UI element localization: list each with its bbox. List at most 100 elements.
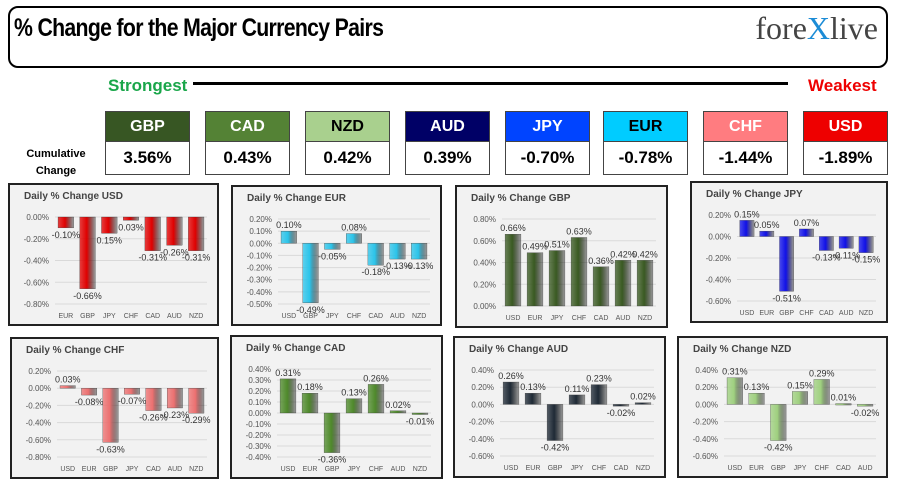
chart-title: Daily % Change CAD bbox=[246, 343, 346, 354]
bar-eur bbox=[81, 388, 98, 396]
data-label: 0.02% bbox=[385, 400, 411, 410]
data-label: -0.36% bbox=[318, 455, 347, 465]
currency-name: NZD bbox=[305, 111, 390, 142]
bar-cad bbox=[145, 388, 162, 411]
data-label: 0.26% bbox=[363, 373, 389, 383]
currency-box-aud: AUD 0.39% bbox=[405, 111, 490, 175]
y-tick-label: 0.00% bbox=[695, 400, 718, 409]
x-tick-label: JPY bbox=[126, 466, 139, 473]
data-label: -0.11% bbox=[832, 250, 860, 260]
y-tick-label: 0.00% bbox=[28, 384, 51, 393]
data-label: 0.01% bbox=[831, 393, 857, 403]
bar-gbp bbox=[302, 243, 319, 303]
chart-title: Daily % Change CHF bbox=[26, 345, 125, 356]
y-tick-label: -0.20% bbox=[26, 401, 51, 410]
header-box bbox=[8, 6, 888, 68]
bar-aud bbox=[857, 404, 874, 407]
currency-box-chf: CHF -1.44% bbox=[703, 111, 788, 175]
x-tick-label: NZD bbox=[859, 310, 873, 317]
x-tick-label: EUR bbox=[303, 466, 318, 473]
cumulative-change-label: Cumulative Change bbox=[26, 148, 86, 177]
y-tick-label: -0.10% bbox=[247, 251, 272, 260]
data-label: -0.07% bbox=[118, 396, 147, 406]
y-tick-label: 0.20% bbox=[249, 215, 272, 224]
x-tick-label: GBP bbox=[548, 465, 563, 472]
y-tick-label: 0.20% bbox=[708, 211, 731, 220]
cumulative-value: -0.70% bbox=[505, 142, 590, 175]
x-tick-label: AUD bbox=[858, 465, 873, 472]
x-tick-label: GBP bbox=[303, 313, 318, 320]
bar-usd bbox=[504, 234, 522, 307]
y-tick-label: 0.20% bbox=[248, 387, 271, 396]
x-tick-label: CHF bbox=[592, 465, 606, 472]
bar-chf bbox=[590, 384, 608, 405]
data-label: -0.18% bbox=[361, 267, 390, 277]
x-tick-label: EUR bbox=[526, 465, 541, 472]
bar-nzd bbox=[188, 216, 205, 251]
bar-aud bbox=[838, 236, 854, 249]
currency-name: EUR bbox=[603, 111, 688, 142]
bar-nzd bbox=[411, 412, 429, 415]
bar-cad bbox=[367, 243, 384, 266]
y-tick-label: 0.00% bbox=[473, 302, 496, 311]
x-tick-label: AUD bbox=[616, 315, 631, 322]
y-tick-label: -0.20% bbox=[24, 235, 49, 244]
data-label: -0.13% bbox=[812, 252, 841, 262]
y-tick-label: 0.10% bbox=[249, 227, 272, 236]
y-tick-label: -0.30% bbox=[247, 276, 272, 285]
bar-eur bbox=[524, 393, 542, 405]
y-tick-label: -0.40% bbox=[469, 435, 494, 444]
data-label: 0.49% bbox=[522, 242, 548, 252]
y-tick-label: -0.40% bbox=[24, 257, 49, 266]
bar-usd bbox=[502, 381, 520, 405]
data-label: 0.66% bbox=[500, 223, 526, 233]
x-tick-label: JPY bbox=[103, 313, 116, 320]
chart-title: Daily % Change EUR bbox=[247, 193, 346, 204]
x-tick-label: JPY bbox=[326, 313, 339, 320]
data-label: 0.07% bbox=[794, 218, 820, 228]
currency-name: CAD bbox=[205, 111, 290, 142]
data-label: -0.13% bbox=[383, 261, 412, 271]
x-tick-label: EUR bbox=[749, 465, 764, 472]
data-label: -0.51% bbox=[772, 293, 801, 303]
x-tick-label: CHF bbox=[369, 466, 383, 473]
data-label: 0.31% bbox=[275, 368, 301, 378]
data-label: -0.49% bbox=[296, 305, 325, 315]
x-tick-label: NZD bbox=[189, 313, 203, 320]
y-tick-label: 0.00% bbox=[26, 213, 49, 222]
x-tick-label: NZD bbox=[638, 315, 652, 322]
data-label: -0.02% bbox=[607, 408, 636, 418]
bar-chart: 0.20% 0.10% 0.00% -0.10% -0.20% -0.30% -0.40% -… bbox=[247, 215, 434, 320]
y-tick-label: -0.40% bbox=[246, 453, 271, 462]
bar-chf bbox=[346, 233, 362, 244]
scale-line bbox=[193, 82, 788, 85]
y-tick-label: -0.50% bbox=[247, 300, 272, 309]
x-tick-label: USD bbox=[281, 466, 296, 473]
bar-usd bbox=[726, 377, 743, 405]
data-label: -0.31% bbox=[182, 253, 211, 263]
x-tick-label: EUR bbox=[82, 466, 97, 473]
data-label: -0.05% bbox=[318, 251, 347, 261]
x-tick-label: EUR bbox=[528, 315, 543, 322]
x-tick-label: EUR bbox=[58, 313, 73, 320]
data-label: 0.11% bbox=[565, 384, 590, 394]
y-tick-label: 0.00% bbox=[471, 400, 494, 409]
data-label: -0.63% bbox=[96, 444, 125, 454]
y-tick-label: -0.20% bbox=[693, 418, 718, 427]
chart-panel-cad: Daily % Change CAD 0.40% 0.30% 0.20% 0.10% 0.… bbox=[230, 335, 443, 479]
x-tick-label: GBP bbox=[325, 466, 340, 473]
data-label: 0.10% bbox=[276, 220, 302, 230]
bar-jpy bbox=[345, 398, 363, 414]
data-label: -0.66% bbox=[73, 291, 102, 301]
currency-box-usd: USD -1.89% bbox=[803, 111, 888, 175]
forexlive-logo: foreXlive bbox=[755, 10, 878, 46]
x-tick-label: USD bbox=[740, 310, 755, 317]
bar-eur bbox=[748, 393, 765, 405]
x-tick-label: GBP bbox=[771, 465, 786, 472]
bar-chf bbox=[799, 228, 814, 237]
bar-chf bbox=[123, 216, 139, 221]
y-tick-label: 0.00% bbox=[249, 239, 272, 248]
bar-nzd bbox=[858, 236, 874, 253]
data-label: 0.13% bbox=[520, 382, 546, 392]
x-tick-label: NZD bbox=[636, 465, 650, 472]
